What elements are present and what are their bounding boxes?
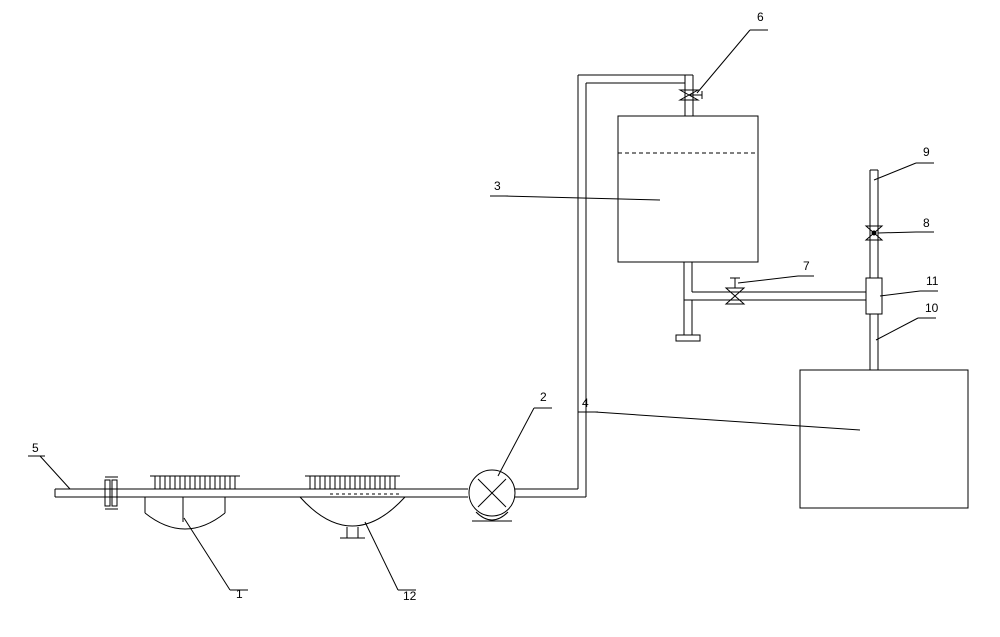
callout-7: 7 <box>803 259 810 273</box>
engineering-diagram: 1 2 3 4 5 6 7 8 9 10 11 12 <box>0 0 1000 637</box>
riser-pipe <box>515 75 693 497</box>
tank-secondary <box>800 370 968 508</box>
flange-left <box>105 477 118 509</box>
pump <box>469 470 515 521</box>
vessel-outlet-pipe <box>676 262 870 341</box>
vertical-branch-down <box>870 314 878 370</box>
callout-8: 8 <box>923 216 930 230</box>
component-12 <box>300 476 405 538</box>
callout-5: 5 <box>32 441 39 455</box>
vessel <box>618 116 758 262</box>
component-1 <box>145 476 240 529</box>
callout-12: 12 <box>403 589 417 603</box>
callout-leaders <box>28 30 938 590</box>
callout-11: 11 <box>926 274 939 288</box>
callout-4: 4 <box>582 396 589 410</box>
callout-2: 2 <box>540 390 547 404</box>
callout-6: 6 <box>757 10 764 24</box>
callout-10: 10 <box>925 301 939 315</box>
callout-numbers: 1 2 3 4 5 6 7 8 9 10 11 12 <box>32 10 939 603</box>
callout-1: 1 <box>236 587 243 601</box>
vertical-branch-up <box>870 170 878 278</box>
callout-3: 3 <box>494 179 501 193</box>
callout-9: 9 <box>923 145 930 159</box>
tee-fitting <box>866 278 882 314</box>
